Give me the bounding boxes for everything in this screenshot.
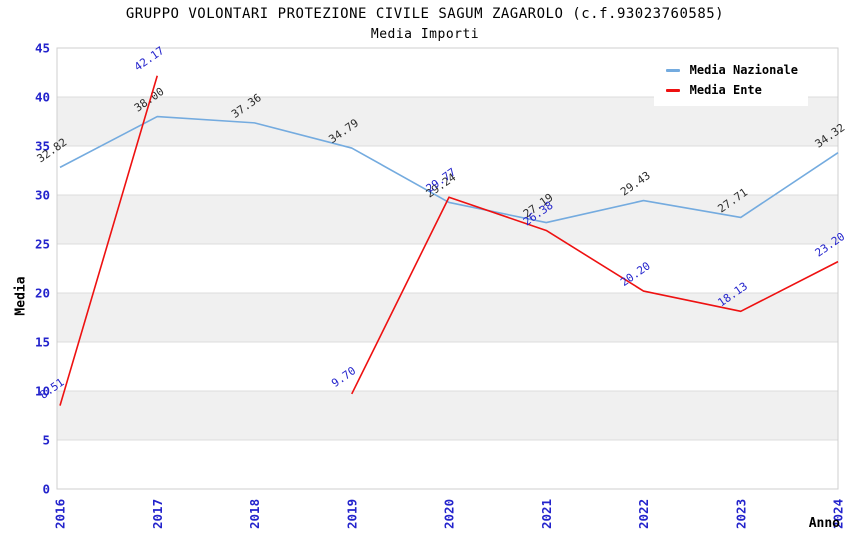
legend-label: Media Nazionale [689, 63, 798, 77]
y-tick-20: 20 [35, 286, 50, 301]
y-tick-45: 45 [35, 41, 50, 56]
y-tick-30: 30 [35, 188, 50, 203]
x-axis-title: Anno [808, 516, 840, 531]
legend-box: Media Nazionale Media Ente [653, 54, 808, 106]
y-tick-40: 40 [35, 90, 50, 105]
plot-band [57, 293, 838, 342]
y-tick-10: 10 [35, 384, 50, 399]
y-tick-0: 0 [42, 482, 50, 497]
y-tick-5: 5 [42, 433, 50, 448]
plot-band [57, 391, 838, 440]
plot-band [57, 195, 838, 244]
x-tick-2020: 2020 [442, 499, 457, 529]
data-label-media-ente-2022: 20.20 [618, 259, 653, 289]
legend-label: Media Ente [689, 83, 762, 97]
legend-swatch-media-ente-icon [665, 88, 680, 92]
x-tick-2019: 2019 [344, 499, 359, 529]
y-tick-15: 15 [35, 335, 50, 350]
series-line-media-ente [59, 75, 159, 406]
y-tick-25: 25 [35, 237, 50, 252]
chart-subtitle: Media Importi [370, 27, 480, 42]
x-tick-2023: 2023 [733, 499, 748, 529]
data-label-media-ente-2019: 9.70 [329, 364, 358, 390]
x-tick-2017: 2017 [150, 499, 165, 529]
y-tick-35: 35 [35, 139, 50, 154]
x-tick-2016: 2016 [53, 499, 68, 529]
data-label-media-nazionale-2022: 29.43 [618, 169, 653, 199]
x-tick-2024: 2024 [831, 499, 846, 529]
plot-border [56, 47, 839, 490]
series-line-media-ente [351, 196, 839, 395]
x-tick-2018: 2018 [247, 499, 262, 529]
legend-item-media-ente: Media Ente [665, 80, 798, 100]
legend-swatch-media-nazionale-icon [665, 68, 680, 72]
series-line-media-nazionale [59, 115, 839, 224]
x-tick-2021: 2021 [539, 499, 554, 529]
chart-title: GRUPPO VOLONTARI PROTEZIONE CIVILE SAGUM… [125, 6, 725, 22]
x-tick-2022: 2022 [636, 499, 651, 529]
y-axis-title: Media [13, 276, 29, 316]
legend-item-media-nazionale: Media Nazionale [665, 60, 798, 80]
